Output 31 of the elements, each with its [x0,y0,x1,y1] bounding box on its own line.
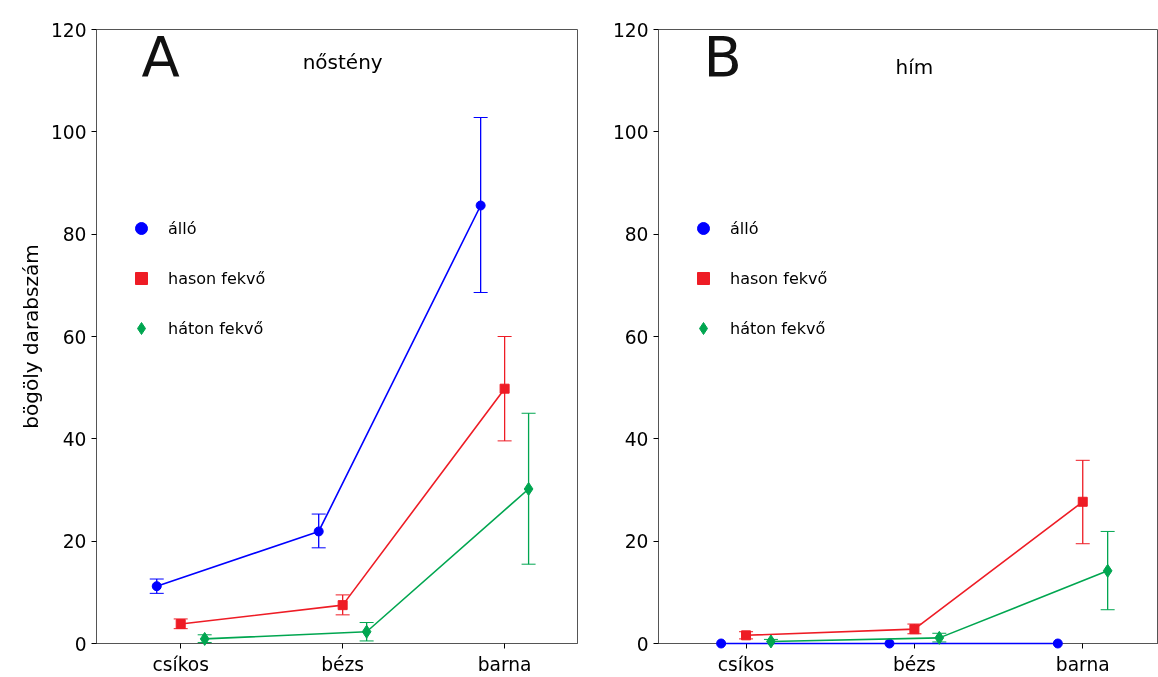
y-tick-label: 120 [612,19,649,41]
x-tick-label: barna [477,653,532,675]
legend-label: álló [730,218,759,238]
y-tick-label: 20 [62,531,87,553]
legend-label: álló [168,218,197,238]
y-tick-label: 80 [62,224,87,246]
legend-label: háton fekvő [730,318,826,338]
x-tick-label: csíkos [152,653,209,675]
annotation: B [703,23,742,89]
y-axis-title: bögöly darabszám [18,244,43,429]
y-tick-label: 0 [74,633,87,655]
legend-label: háton fekvő [168,318,264,338]
y-tick-label: 80 [624,224,649,246]
y-tick-label: 0 [636,633,649,655]
y-tick-label: 100 [50,121,87,143]
legend-label: hason fekvő [168,268,266,288]
y-tick-label: 60 [62,326,87,348]
y-tick-label: 40 [62,428,87,450]
annotation: A [141,23,180,89]
y-tick-label: 40 [624,428,649,450]
y-tick-label: 60 [624,326,649,348]
y-tick-label: 120 [50,19,87,41]
x-tick-label: bézs [321,653,365,675]
y-tick-label: 100 [612,121,649,143]
x-tick-label: barna [1055,653,1110,675]
y-tick-label: 20 [624,531,649,553]
text: nőstény [302,49,383,74]
text: hím [895,54,934,79]
x-tick-label: csíkos [717,653,775,675]
x-tick-label: bézs [892,653,936,675]
legend-label: hason fekvő [730,268,828,288]
